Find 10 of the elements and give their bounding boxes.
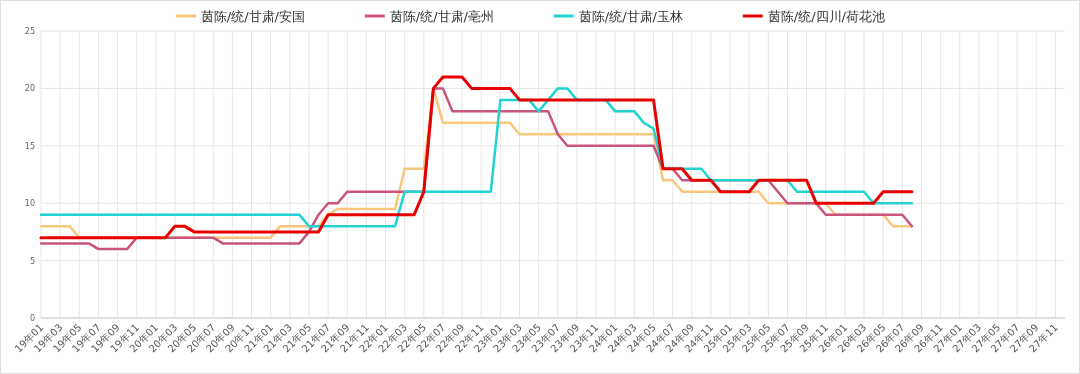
legend-label: 茵陈/统/甘肃/亳州 — [389, 9, 494, 24]
legend-label: 茵陈/统/四川/荷花池 — [767, 9, 885, 24]
legend-label: 茵陈/统/甘肃/玉林 — [578, 9, 683, 24]
y-tick-label: 10 — [24, 199, 35, 209]
legend-label: 茵陈/统/甘肃/安国 — [200, 9, 305, 24]
y-tick-label: 5 — [29, 256, 35, 266]
y-tick-label: 25 — [24, 27, 35, 36]
y-tick-label: 20 — [24, 84, 35, 94]
y-tick-label: 0 — [29, 314, 35, 323]
y-tick-label: 15 — [24, 141, 35, 151]
